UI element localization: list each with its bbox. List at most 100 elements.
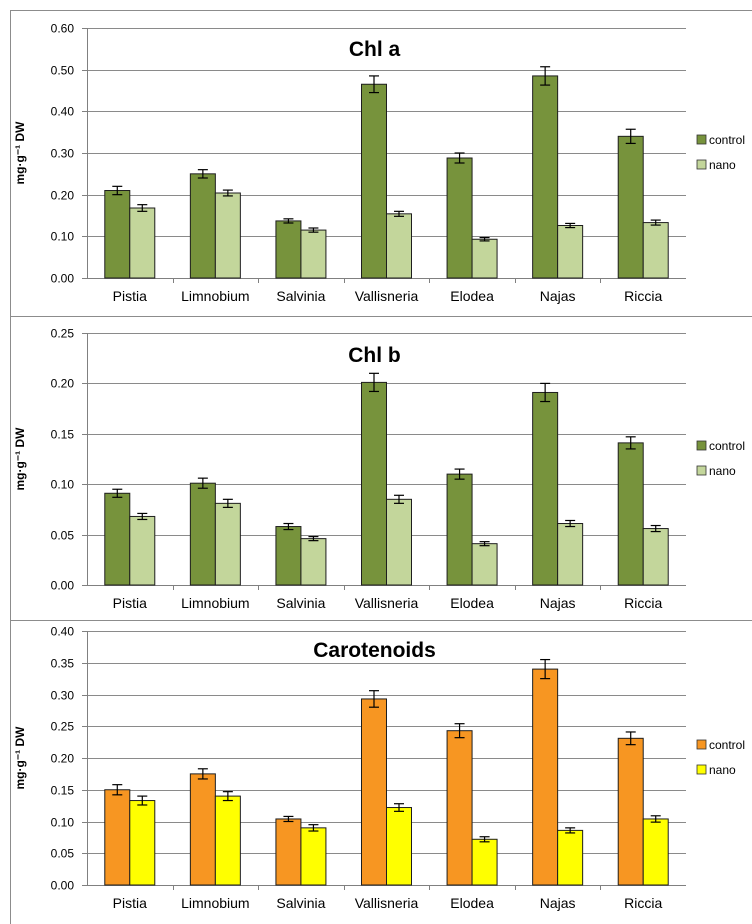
y-tick-label: 0.25	[51, 720, 75, 734]
x-tick-label: Limnobium	[181, 895, 249, 911]
legend-label-nano: nano	[709, 763, 736, 777]
bar-nano-Najas	[557, 523, 584, 586]
bar-nano-Elodea	[471, 838, 498, 886]
x-tick-label: Elodea	[450, 288, 494, 304]
bar-nano-Elodea	[471, 543, 498, 586]
bar-control-Limnobium	[189, 773, 216, 886]
bar-nano-Pistia	[129, 207, 156, 279]
y-axis-label: mg·g⁻¹ DW	[13, 726, 27, 790]
x-tick-label: Pistia	[113, 288, 147, 304]
bar-control-Najas	[532, 75, 559, 279]
legend-swatch-control	[696, 440, 707, 451]
y-tick-label: 0.00	[51, 879, 75, 893]
bar-nano-Pistia	[129, 515, 156, 586]
bar-control-Elodea	[446, 730, 473, 886]
bar-control-Salvinia	[275, 526, 302, 586]
bar-nano-Salvinia	[300, 827, 327, 886]
bar-control-Salvinia	[275, 818, 302, 886]
y-tick-label: 0.20	[51, 189, 75, 203]
bar-nano-Limnobium	[214, 192, 241, 279]
bar-nano-Riccia	[642, 528, 669, 586]
x-tick-label: Limnobium	[181, 288, 249, 304]
x-tick-label: Pistia	[113, 895, 147, 911]
bar-nano-Salvinia	[300, 229, 327, 279]
bar-control-Elodea	[446, 157, 473, 279]
legend-label-control: control	[709, 133, 745, 147]
bar-control-Vallisneria	[361, 83, 387, 279]
y-tick-label: 0.05	[51, 847, 75, 861]
y-tick-label: 0.30	[51, 689, 75, 703]
y-tick-label: 0.10	[51, 478, 75, 492]
y-tick-label: 0.30	[51, 147, 75, 161]
y-tick-label: 0.15	[51, 784, 75, 798]
chart-title: Chl b	[348, 344, 401, 367]
bar-control-Riccia	[617, 135, 644, 279]
bar-nano-Vallisneria	[386, 213, 412, 279]
y-tick-label: 0.40	[51, 625, 75, 639]
y-tick-label: 0.05	[51, 529, 75, 543]
x-tick-label: Vallisneria	[355, 595, 419, 611]
bar-control-Najas	[532, 391, 559, 586]
bar-control-Pistia	[104, 789, 131, 886]
bar-control-Pistia	[104, 190, 131, 279]
bar-control-Limnobium	[189, 173, 216, 279]
y-tick-label: 0.60	[51, 22, 75, 36]
bar-nano-Pistia	[129, 800, 156, 886]
legend-swatch-nano	[696, 159, 707, 170]
legend-label-control: control	[709, 439, 745, 453]
y-tick-label: 0.25	[51, 327, 75, 341]
bar-control-Riccia	[617, 442, 644, 586]
legend-label-control: control	[709, 738, 745, 752]
bar-nano-Najas	[557, 225, 584, 279]
x-tick-label: Salvinia	[276, 895, 325, 911]
legend-swatch-nano	[696, 465, 707, 476]
y-axis-label: mg·g⁻¹ DW	[13, 427, 27, 491]
chart-panel-1: 0.00 0.05 0.10 0.15 0.20 0.25 Pistia Limnobium S…	[10, 316, 752, 621]
x-tick-label: Elodea	[450, 595, 494, 611]
y-tick-label: 0.00	[51, 579, 75, 593]
x-tick-label: Salvinia	[276, 595, 325, 611]
bar-control-Pistia	[104, 492, 131, 586]
x-tick-label: Limnobium	[181, 595, 249, 611]
bar-control-Salvinia	[275, 220, 302, 279]
legend-swatch-nano	[696, 764, 707, 775]
y-tick-label: 0.35	[51, 657, 75, 671]
bar-control-Najas	[532, 668, 559, 886]
y-tick-label: 0.20	[51, 752, 75, 766]
bar-nano-Riccia	[642, 818, 669, 886]
chart-panel-2: 0.00 0.05 0.10 0.15 0.20 0.25 0.30 0.35 0.40 Pist…	[10, 620, 752, 924]
x-tick-label: Elodea	[450, 895, 494, 911]
y-tick-label: 0.50	[51, 64, 75, 78]
legend-label-nano: nano	[709, 464, 736, 478]
y-tick-label: 0.15	[51, 428, 75, 442]
x-tick-label: Najas	[540, 895, 576, 911]
bar-nano-Vallisneria	[386, 498, 412, 586]
chart-title: Chl a	[349, 38, 401, 61]
x-tick-label: Vallisneria	[355, 288, 419, 304]
x-tick-label: Vallisneria	[355, 895, 419, 911]
bar-nano-Vallisneria	[386, 807, 412, 886]
y-axis-label: mg·g⁻¹ DW	[13, 121, 27, 185]
bar-nano-Riccia	[642, 222, 669, 279]
chart-panel-0: 0.00 0.10 0.20 0.30 0.40 0.50 0.60 Pistia Limnob…	[10, 10, 752, 317]
bar-control-Limnobium	[189, 482, 216, 586]
bar-control-Riccia	[617, 737, 644, 886]
legend-swatch-control	[696, 739, 707, 750]
bar-control-Elodea	[446, 473, 473, 586]
x-tick-label: Najas	[540, 288, 576, 304]
x-tick-label: Najas	[540, 595, 576, 611]
chart-title: Carotenoids	[313, 639, 436, 662]
x-tick-label: Salvinia	[276, 288, 325, 304]
bar-nano-Limnobium	[214, 502, 241, 586]
x-tick-label: Pistia	[113, 595, 147, 611]
bar-nano-Limnobium	[214, 795, 241, 886]
x-tick-label: Riccia	[624, 595, 662, 611]
legend-swatch-control	[696, 134, 707, 145]
bar-control-Vallisneria	[361, 381, 387, 586]
y-tick-label: 0.10	[51, 816, 75, 830]
x-tick-label: Riccia	[624, 288, 662, 304]
bar-nano-Najas	[557, 829, 584, 886]
bar-nano-Elodea	[471, 238, 498, 279]
legend-label-nano: nano	[709, 158, 736, 172]
